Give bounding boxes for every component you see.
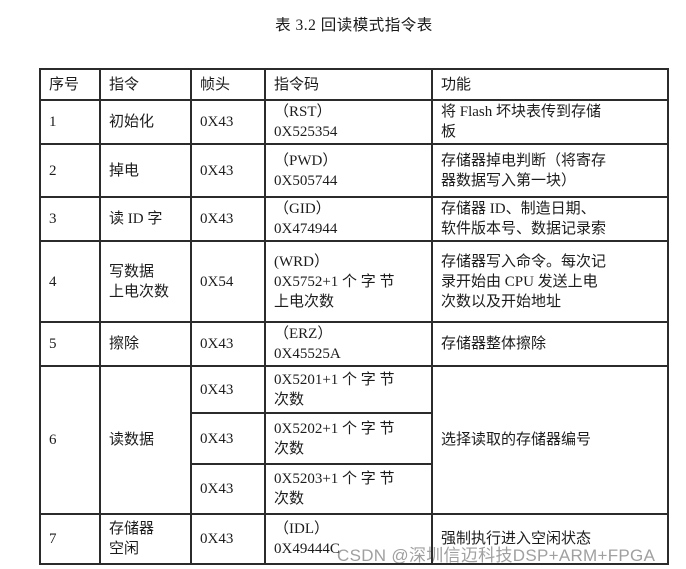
- cell-cmd: 读 ID 字: [99, 196, 192, 242]
- cell-cmd: 掉电: [99, 143, 192, 198]
- table-row: 1 初始化 0X43 （RST） 0X525354 将 Flash 坏块表传到存…: [39, 99, 669, 145]
- table-row: 2 掉电 0X43 （PWD） 0X505744 存储器掉电判断（将寄存 器数据…: [39, 143, 669, 198]
- table-row: 5 擦除 0X43 （ERZ） 0X45525A 存储器整体擦除: [39, 321, 669, 367]
- cell-no: 5: [39, 321, 101, 367]
- cell-code: 0X5203+1 个 字 节 次数: [264, 463, 433, 515]
- cell-no: 3: [39, 196, 101, 242]
- cell-no: 6: [39, 365, 101, 515]
- cell-func: 将 Flash 坏块表传到存储 板: [431, 99, 669, 145]
- table-title: 表 3.2 回读模式指令表: [275, 17, 433, 34]
- cell-frame: 0X54: [190, 240, 266, 323]
- cell-frame: 0X43: [190, 321, 266, 367]
- table-subrow: 0X43 0X5203+1 个 字 节 次数: [40, 463, 668, 515]
- table-row: 6 读数据 0X43 0X5201+1 个 字 节 次数 选择读取的存储器编号: [39, 365, 669, 515]
- cell-func: 选择读取的存储器编号: [431, 365, 669, 515]
- header-row: 序号 指令 帧头 指令码 功能: [39, 68, 669, 101]
- cell-func: 存储器掉电判断（将寄存 器数据写入第一块）: [431, 143, 669, 198]
- header-no: 序号: [39, 68, 101, 101]
- cell-frame: 0X43: [190, 143, 266, 198]
- table-row: 3 读 ID 字 0X43 （GID） 0X474944 存储器 ID、制造日期…: [39, 196, 669, 242]
- cell-func: 存储器写入命令。每次记 录开始由 CPU 发送上电 次数以及开始地址: [431, 240, 669, 323]
- header-func: 功能: [431, 68, 669, 101]
- cell-no: 7: [39, 513, 101, 565]
- readback-mode-instruction-table: 序号 指令 帧头 指令码 功能 1 初始化 0X43 （RST） 0X52535…: [39, 68, 669, 565]
- cell-func: 存储器 ID、制造日期、 软件版本号、数据记录索: [431, 196, 669, 242]
- cell-cmd: 存储器 空闲: [99, 513, 192, 565]
- cell-cmd: 读数据: [99, 365, 192, 515]
- header-code: 指令码: [264, 68, 433, 101]
- table-row: 4 写数据 上电次数 0X54 (WRD） 0X5752+1 个 字 节 上电次…: [39, 240, 669, 323]
- cell-frame: 0X43: [190, 412, 266, 465]
- cell-frame: 0X43: [190, 513, 266, 565]
- cell-frame: 0X43: [190, 99, 266, 145]
- cell-code: 0X5202+1 个 字 节 次数: [264, 412, 433, 465]
- cell-frame: 0X43: [190, 463, 266, 515]
- table-row: 7 存储器 空闲 0X43 （IDL） 0X49444C 强制执行进入空闲状态: [39, 513, 669, 565]
- cell-func: 存储器整体擦除: [431, 321, 669, 367]
- cell-code: （GID） 0X474944: [264, 196, 433, 242]
- cell-code: （PWD） 0X505744: [264, 143, 433, 198]
- cell-no: 4: [39, 240, 101, 323]
- cell-code: 0X5201+1 个 字 节 次数: [264, 365, 433, 414]
- header-frame: 帧头: [190, 68, 266, 101]
- cell-func: 强制执行进入空闲状态: [431, 513, 669, 565]
- cell-no: 2: [39, 143, 101, 198]
- cell-code: （ERZ） 0X45525A: [264, 321, 433, 367]
- cell-cmd: 写数据 上电次数: [99, 240, 192, 323]
- table-subrow: 0X43 0X5202+1 个 字 节 次数: [40, 412, 668, 465]
- header-cmd: 指令: [99, 68, 192, 101]
- cell-code: (WRD） 0X5752+1 个 字 节 上电次数: [264, 240, 433, 323]
- cell-code: （RST） 0X525354: [264, 99, 433, 145]
- cell-frame: 0X43: [190, 196, 266, 242]
- cell-cmd: 初始化: [99, 99, 192, 145]
- cell-code: （IDL） 0X49444C: [264, 513, 433, 565]
- cell-no: 1: [39, 99, 101, 145]
- cell-frame: 0X43: [190, 365, 266, 414]
- cell-cmd: 擦除: [99, 321, 192, 367]
